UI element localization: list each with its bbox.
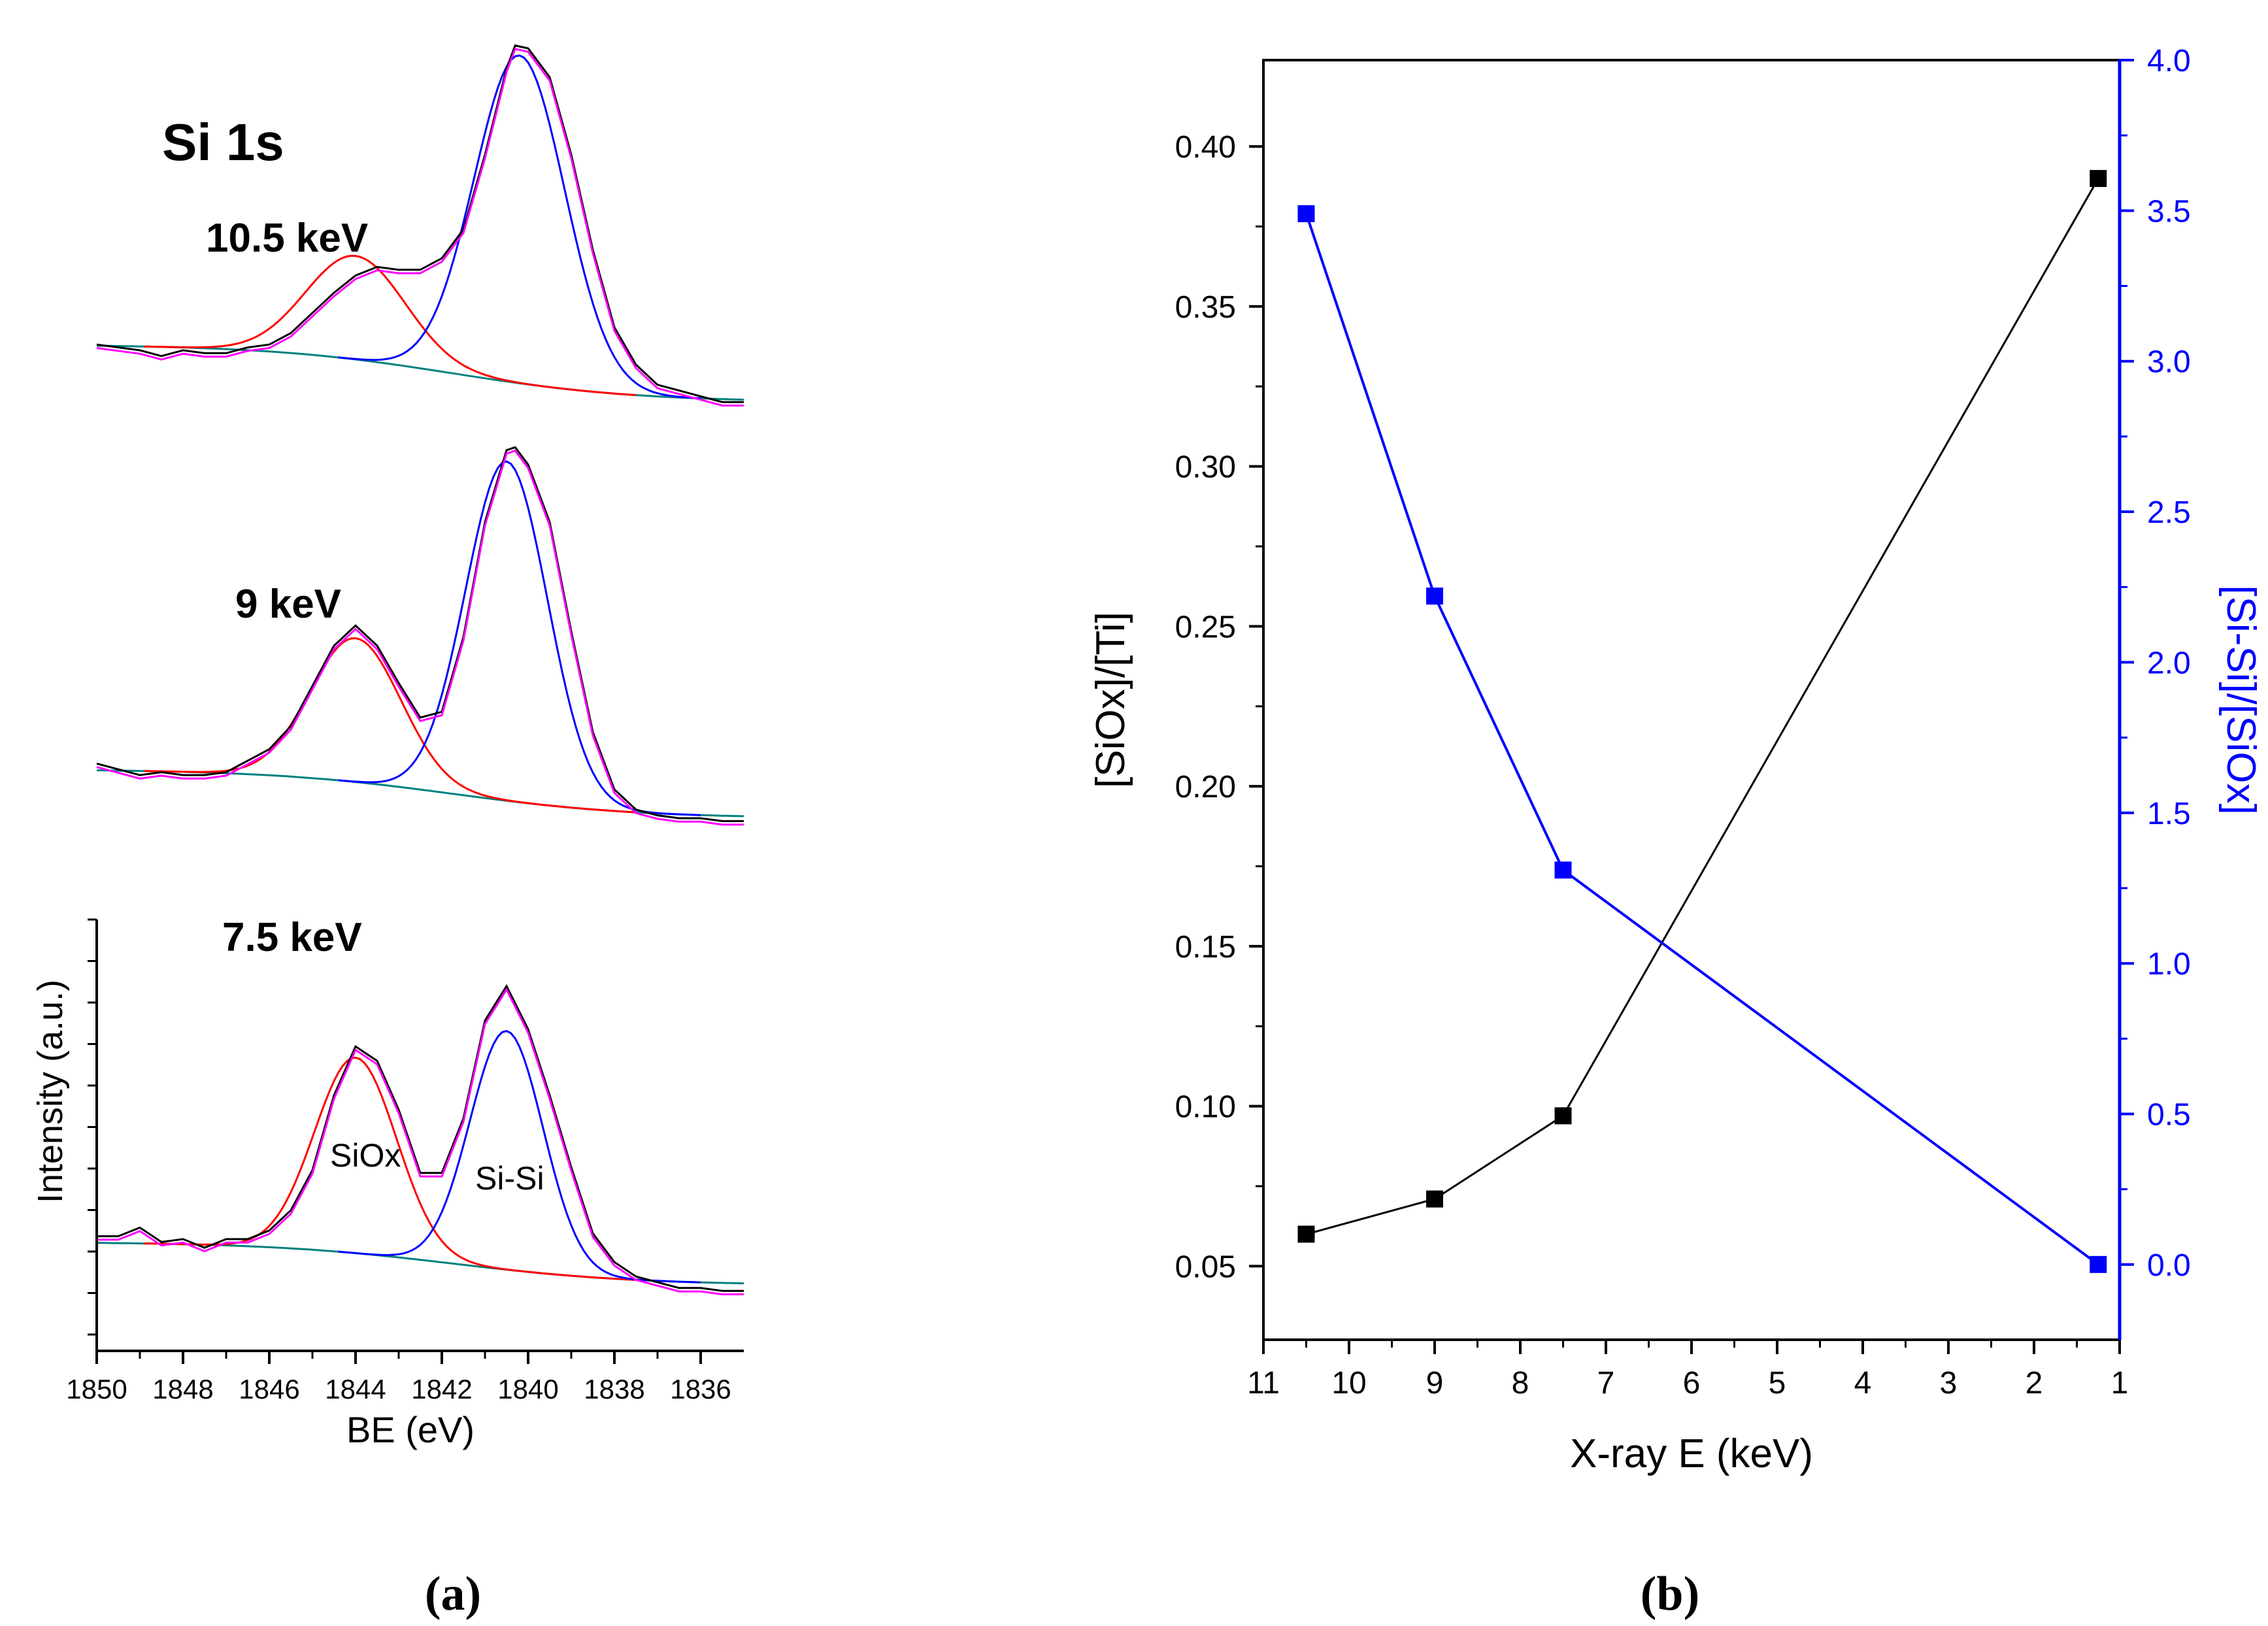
energy-label-7-5-kev: 7.5 keV [222, 915, 362, 960]
siox-component-curve [144, 637, 637, 814]
right-y-axis-ticks: 0.0 0.5 1.0 1.5 2.0 2.5 3.0 3.5 4.0 [2120, 44, 2191, 1283]
sisi-siox-ratio-marker [2090, 1255, 2107, 1273]
raw-data-curve [96, 44, 744, 403]
siox-ti-ratio-line [1306, 178, 2099, 1235]
sisi-siox-ratio-marker [1554, 861, 1572, 879]
left-y-tick-label: 0.10 [1175, 1090, 1236, 1125]
x-tick-label: 1844 [325, 1374, 386, 1404]
left-y-tick-label: 0.25 [1175, 610, 1236, 644]
left-y-tick-label: 0.15 [1175, 930, 1236, 965]
peak-label-si-si: Si-Si [475, 1160, 544, 1197]
y-axis-ticks [88, 918, 97, 1336]
envelope-fit-curve [96, 48, 744, 406]
x-tick-label: 8 [1512, 1366, 1529, 1401]
plot-frame [1262, 59, 2121, 1341]
left-y-tick-label: 0.35 [1175, 290, 1236, 325]
raw-data-curve [96, 446, 744, 822]
siox-ti-ratio-marker [1297, 1225, 1315, 1243]
x-tick-label: 1846 [239, 1374, 299, 1404]
panel-label-a: (a) [425, 1567, 481, 1621]
depth-ratio-panel: 11 10 9 8 7 6 5 4 3 2 1 0.050.100.150.200.250.300.… [1088, 44, 2263, 1621]
ratio-series [1297, 170, 2107, 1273]
si-si-component-curve [338, 54, 701, 399]
right-y-tick-label: 4.0 [2147, 44, 2191, 78]
envelope-fit-curve [97, 987, 744, 1295]
x-tick-label: 6 [1683, 1366, 1701, 1401]
x-tick-label: 7 [1597, 1366, 1615, 1401]
spectrum-title: Si 1s [162, 113, 284, 171]
x-tick-label: 1 [2111, 1366, 2129, 1401]
left-y-axis-ticks: 0.05 0.10 0.15 0.20 0.25 0.30 0.35 0.40 [1175, 130, 1263, 1284]
x-tick-label: 5 [1769, 1366, 1786, 1401]
si-si-component-curve [338, 1030, 701, 1284]
x-axis-label: BE (eV) [346, 1409, 475, 1450]
left-y-tick-label: 0.30 [1175, 450, 1236, 485]
xps-spectra-panel: Si 1s 10.5 keV 9 keV 7.5 keV SiOx Si-Si … [31, 44, 744, 1621]
right-y-tick-label: 0.0 [2147, 1248, 2191, 1283]
x-tick-label: 4 [1854, 1366, 1872, 1401]
siox-ti-ratio-marker [1554, 1107, 1572, 1125]
sisi-siox-ratio-line [1305, 213, 2099, 1266]
x-tick-label: 2 [2026, 1366, 2043, 1401]
left-y-tick-label: 0.40 [1175, 130, 1236, 165]
right-y-tick-label: 3.5 [2147, 194, 2191, 229]
sisi-siox-ratio-marker [1297, 205, 1315, 222]
spectra-curves [96, 44, 744, 1295]
raw-data-curve [97, 984, 744, 1292]
x-tick-label: 1840 [497, 1374, 558, 1404]
x-axis-label: X-ray E (keV) [1570, 1431, 1813, 1476]
x-tick-label: 1850 [66, 1374, 127, 1404]
siox-component-curve [144, 254, 637, 397]
x-tick-label: 1848 [152, 1374, 213, 1404]
spectrum-group [96, 44, 744, 406]
y-axis-label: Intensity (a.u.) [31, 980, 70, 1203]
energy-label-10-5-kev: 10.5 keV [206, 216, 368, 261]
right-y-tick-label: 2.5 [2147, 495, 2191, 530]
right-y-tick-label: 1.0 [2147, 947, 2191, 982]
spectrum-group [96, 446, 744, 826]
left-y-tick-label: 0.20 [1175, 770, 1236, 805]
spectrum-group [97, 984, 744, 1295]
right-y-tick-label: 2.0 [2147, 646, 2191, 680]
siox-ti-ratio-marker [2090, 170, 2107, 188]
right-y-tick-label: 3.0 [2147, 345, 2191, 380]
background-curve [97, 769, 744, 818]
left-y-tick-label: 0.05 [1175, 1250, 1236, 1284]
x-tick-label: 11 [1247, 1366, 1280, 1401]
x-axis-ticks: 1850 1848 1846 1844 1842 1840 1838 1836 [66, 1351, 731, 1404]
right-y-tick-label: 0.5 [2147, 1097, 2191, 1132]
peak-label-siox: SiOx [330, 1137, 401, 1174]
x-tick-label: 1836 [670, 1374, 731, 1404]
x-tick-label: 10 [1331, 1366, 1366, 1401]
background-curve [96, 344, 744, 401]
x-axis-ticks: 11 10 9 8 7 6 5 4 3 2 1 [1247, 1340, 2128, 1401]
left-y-axis-label: [SiOx]/[Ti] [1088, 612, 1133, 788]
background-curve [97, 1242, 744, 1285]
sisi-siox-ratio-marker [1426, 588, 1443, 605]
si-si-component-curve [338, 460, 701, 816]
envelope-fit-curve [96, 449, 744, 826]
siox-ti-ratio-marker [1426, 1190, 1443, 1208]
x-tick-label: 1842 [411, 1374, 472, 1404]
panel-label-b: (b) [1641, 1567, 1699, 1621]
x-tick-label: 1838 [584, 1374, 644, 1404]
energy-label-9-kev: 9 keV [235, 582, 341, 627]
right-y-axis-label: [Si-Si]/[SiOx] [2218, 585, 2263, 814]
siox-component-curve [144, 1056, 637, 1281]
x-tick-label: 9 [1426, 1366, 1444, 1401]
right-y-tick-label: 1.5 [2147, 797, 2191, 831]
x-tick-label: 3 [1940, 1366, 1958, 1401]
